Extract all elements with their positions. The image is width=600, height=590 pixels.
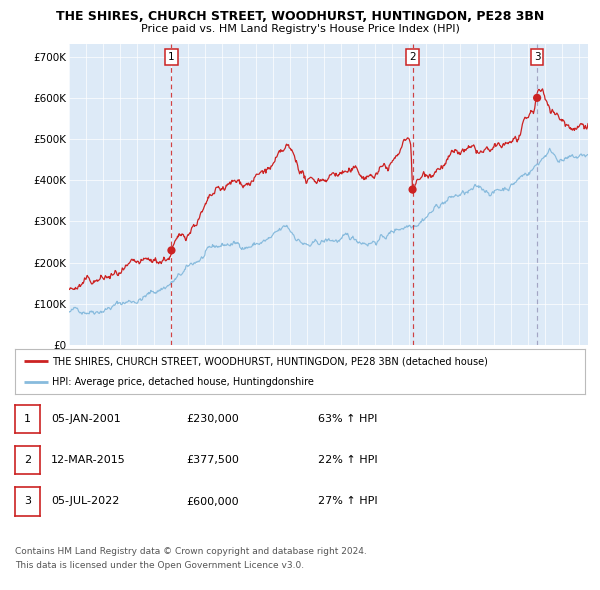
Text: 12-MAR-2015: 12-MAR-2015: [51, 455, 126, 465]
Text: HPI: Average price, detached house, Huntingdonshire: HPI: Average price, detached house, Hunt…: [52, 378, 314, 388]
Text: £600,000: £600,000: [186, 497, 239, 506]
Text: £377,500: £377,500: [186, 455, 239, 465]
Text: This data is licensed under the Open Government Licence v3.0.: This data is licensed under the Open Gov…: [15, 561, 304, 570]
Text: 1: 1: [24, 414, 31, 424]
Text: 05-JUL-2022: 05-JUL-2022: [51, 497, 119, 506]
Text: 2: 2: [409, 52, 416, 62]
Point: [408, 185, 418, 194]
Text: 22% ↑ HPI: 22% ↑ HPI: [318, 455, 377, 465]
Text: 1: 1: [168, 52, 175, 62]
Point: [532, 93, 542, 103]
Text: Contains HM Land Registry data © Crown copyright and database right 2024.: Contains HM Land Registry data © Crown c…: [15, 547, 367, 556]
Point: [167, 245, 176, 255]
Text: THE SHIRES, CHURCH STREET, WOODHURST, HUNTINGDON, PE28 3BN (detached house): THE SHIRES, CHURCH STREET, WOODHURST, HU…: [52, 356, 488, 366]
Text: 05-JAN-2001: 05-JAN-2001: [51, 414, 121, 424]
Text: THE SHIRES, CHURCH STREET, WOODHURST, HUNTINGDON, PE28 3BN: THE SHIRES, CHURCH STREET, WOODHURST, HU…: [56, 10, 544, 23]
Text: 63% ↑ HPI: 63% ↑ HPI: [318, 414, 377, 424]
Text: 3: 3: [24, 497, 31, 506]
Text: 2: 2: [24, 455, 31, 465]
Text: Price paid vs. HM Land Registry's House Price Index (HPI): Price paid vs. HM Land Registry's House …: [140, 24, 460, 34]
Text: 27% ↑ HPI: 27% ↑ HPI: [318, 497, 377, 506]
Text: £230,000: £230,000: [186, 414, 239, 424]
Text: 3: 3: [534, 52, 541, 62]
